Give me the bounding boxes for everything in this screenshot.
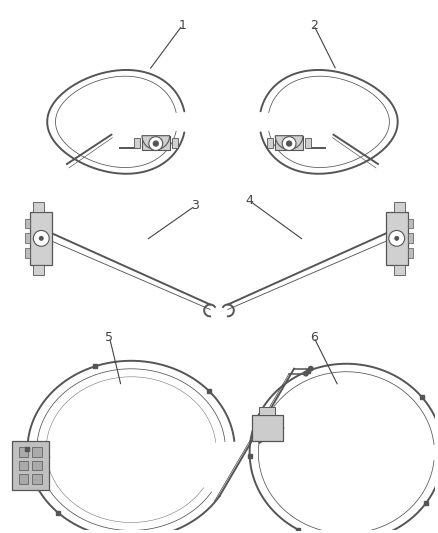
Circle shape [149,136,163,150]
Polygon shape [275,136,303,149]
Text: 1: 1 [179,19,187,31]
Text: 4: 4 [246,195,254,207]
Text: 2: 2 [310,19,318,31]
Polygon shape [25,248,30,258]
Bar [32,461,42,471]
Polygon shape [305,138,311,148]
Bar [259,407,275,415]
Polygon shape [172,138,177,148]
Circle shape [39,236,44,241]
Polygon shape [142,136,170,149]
Circle shape [282,136,296,150]
Circle shape [303,370,309,377]
Bar [251,415,283,441]
Circle shape [389,230,405,246]
Text: 5: 5 [106,330,113,344]
Polygon shape [25,233,30,243]
Polygon shape [408,248,413,258]
Circle shape [308,366,314,372]
Polygon shape [33,202,44,212]
Bar [32,474,42,484]
Circle shape [153,141,158,146]
Polygon shape [394,202,405,212]
Polygon shape [25,219,30,229]
Polygon shape [408,219,413,229]
Polygon shape [408,233,413,243]
Polygon shape [394,265,405,275]
Polygon shape [30,212,52,265]
Bar [18,474,28,484]
Bar [18,447,28,457]
Polygon shape [33,265,44,275]
Bar [32,447,42,457]
Polygon shape [386,212,408,265]
Bar [18,461,28,471]
Wedge shape [275,136,303,149]
Circle shape [394,236,399,241]
Text: 3: 3 [191,199,199,212]
Text: 6: 6 [310,330,318,344]
Wedge shape [142,136,170,149]
Circle shape [33,230,49,246]
Polygon shape [267,138,273,148]
Bar [12,441,49,490]
Polygon shape [134,138,140,148]
Circle shape [286,141,292,146]
